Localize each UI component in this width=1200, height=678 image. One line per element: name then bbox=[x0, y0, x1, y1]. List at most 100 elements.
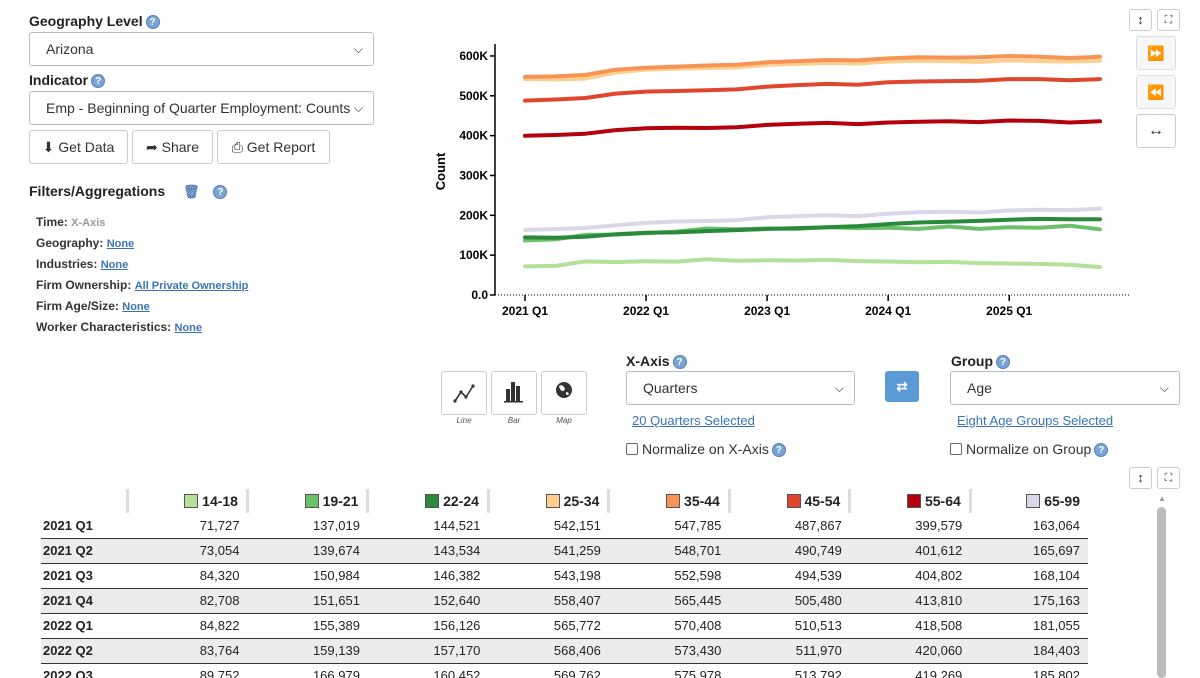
legend-swatch bbox=[425, 494, 440, 508]
x-tick-label: 2023 Q1 bbox=[744, 304, 790, 318]
resize-vertical-icon[interactable]: ↕ bbox=[1129, 467, 1152, 489]
quarters-selected-link[interactable]: 20 Quarters Selected bbox=[632, 413, 755, 428]
table-cell: 494,539 bbox=[729, 563, 850, 589]
group-label: Group? bbox=[951, 353, 1010, 370]
table-cell: 570,408 bbox=[608, 613, 730, 639]
map-button[interactable] bbox=[541, 371, 587, 415]
table-cell: 166,979 bbox=[247, 663, 368, 678]
filter-geography-label: Geography: bbox=[36, 236, 104, 250]
table-column-header[interactable]: 22-24 bbox=[366, 489, 489, 513]
help-icon[interactable]: ? bbox=[996, 355, 1010, 370]
table-cell: 181,055 bbox=[970, 613, 1088, 639]
group-select-value: Age bbox=[967, 380, 992, 396]
geography-select[interactable]: Arizona ⌵ bbox=[29, 32, 374, 66]
geography-select-value: Arizona bbox=[46, 41, 94, 57]
table-column-header[interactable]: 65-99 bbox=[968, 489, 1088, 513]
table-cell: 510,513 bbox=[729, 613, 850, 639]
table-cell: 548,701 bbox=[608, 538, 730, 564]
table-cell: 157,170 bbox=[367, 638, 489, 664]
fast-forward-icon[interactable]: ⏩ bbox=[1136, 36, 1176, 70]
table-cell: 568,406 bbox=[488, 638, 609, 664]
row-label: 2022 Q2 bbox=[41, 638, 127, 664]
table-column-header[interactable]: 19-21 bbox=[245, 489, 368, 513]
filter-geography-link[interactable]: None bbox=[106, 238, 135, 250]
checkbox-box[interactable] bbox=[950, 443, 962, 455]
line-chart-button[interactable] bbox=[441, 371, 487, 415]
resize-vertical-icon[interactable]: ↕ bbox=[1129, 9, 1152, 31]
table-cell: 175,163 bbox=[970, 588, 1088, 614]
table-column-header[interactable]: 35-44 bbox=[607, 489, 730, 513]
table-cell: 413,810 bbox=[849, 588, 971, 614]
globe-icon bbox=[556, 382, 572, 398]
filter-worker-characteristics-link[interactable]: None bbox=[174, 322, 203, 334]
table-row: 2022 Q2 83,764 159,139 157,170 568,406 573,43… bbox=[41, 638, 1088, 664]
help-icon[interactable]: ? bbox=[1094, 443, 1109, 458]
table-cell: 156,126 bbox=[367, 613, 489, 639]
bar-chart-button[interactable] bbox=[491, 371, 537, 415]
table-cell: 547,785 bbox=[608, 513, 730, 539]
table-row: 2021 Q2 73,054 139,674 143,534 541,259 548,70… bbox=[41, 538, 1088, 564]
column-header-label: 35-44 bbox=[684, 493, 720, 509]
table-cell: 144,521 bbox=[367, 513, 489, 539]
table-cell: 137,019 bbox=[247, 513, 368, 539]
help-icon[interactable]: ? bbox=[91, 74, 106, 89]
table-cell: 83,764 bbox=[127, 638, 248, 664]
help-icon[interactable]: ? bbox=[771, 443, 786, 458]
table-header-row: 14-18 19-21 22-24 25-34 35-44 45-54 55-64 65-99 bbox=[41, 489, 1088, 513]
normalize-group-checkbox[interactable]: Normalize on Group? bbox=[950, 441, 1109, 458]
fullscreen-icon[interactable]: ⛶ bbox=[1157, 9, 1180, 31]
share-label: Share bbox=[161, 139, 199, 155]
indicator-select[interactable]: Emp - Beginning of Quarter Employment: C… bbox=[29, 91, 374, 125]
normalize-xaxis-checkbox[interactable]: Normalize on X-Axis? bbox=[626, 441, 786, 458]
table-cell: 73,054 bbox=[127, 538, 248, 564]
print-icon: ⎙ bbox=[231, 139, 243, 155]
table-cell: 565,772 bbox=[488, 613, 609, 639]
filter-firm-ownership-label: Firm Ownership: bbox=[36, 278, 132, 292]
table-column-header[interactable]: 55-64 bbox=[848, 489, 971, 513]
table-cell: 399,579 bbox=[849, 513, 971, 539]
bar-chart-caption: Bar bbox=[507, 416, 521, 425]
table-cell: 185,802 bbox=[970, 663, 1088, 678]
rewind-icon[interactable]: ⏪ bbox=[1136, 75, 1176, 109]
y-tick-label: 300K bbox=[459, 168, 488, 182]
table-column-header[interactable]: 25-34 bbox=[486, 489, 609, 513]
help-icon[interactable]: ? bbox=[213, 185, 228, 200]
group-label-text: Group bbox=[951, 353, 993, 369]
xaxis-label-text: X-Axis bbox=[626, 353, 670, 369]
age-groups-selected-link[interactable]: Eight Age Groups Selected bbox=[957, 413, 1114, 428]
group-select[interactable]: Age ⌵ bbox=[950, 371, 1180, 405]
get-data-label: Get Data bbox=[58, 139, 115, 155]
scrollbar-thumb[interactable] bbox=[1157, 507, 1166, 678]
filter-time-label: Time: bbox=[36, 215, 68, 229]
get-data-button[interactable]: ⬇ Get Data bbox=[29, 130, 128, 164]
expand-horizontal-icon[interactable]: ↔ bbox=[1136, 114, 1176, 148]
table-cell: 168,104 bbox=[970, 563, 1088, 589]
filter-firm-age-size: Firm Age/Size: None bbox=[36, 296, 248, 317]
trash-icon[interactable]: 🗑 bbox=[183, 184, 200, 199]
table-cell: 152,640 bbox=[367, 588, 489, 614]
share-button[interactable]: ➦ Share bbox=[132, 130, 213, 164]
checkbox-box[interactable] bbox=[626, 443, 638, 455]
table-column-header[interactable]: 14-18 bbox=[125, 489, 248, 513]
filter-firm-age-size-link[interactable]: None bbox=[122, 301, 150, 313]
get-report-button[interactable]: ⎙ Get Report bbox=[217, 130, 330, 164]
series-line-25-34 bbox=[523, 58, 1102, 82]
table-column-header[interactable]: 45-54 bbox=[727, 489, 850, 513]
help-icon[interactable]: ? bbox=[145, 15, 160, 30]
scroll-up-arrow[interactable]: ▲ bbox=[1158, 494, 1166, 503]
xaxis-select[interactable]: Quarters ⌵ bbox=[626, 371, 855, 405]
row-label: 2021 Q4 bbox=[41, 588, 127, 614]
series-line-45-54 bbox=[523, 77, 1102, 103]
line-chart: 0.0 100K 200K 300K 400K 500K 600K Count 2021 Q1 2… bbox=[433, 44, 1130, 318]
swap-axes-button[interactable]: ⇄ bbox=[885, 371, 919, 402]
filter-industries-link[interactable]: None bbox=[100, 259, 129, 271]
filter-firm-ownership-link[interactable]: All Private Ownership bbox=[134, 280, 249, 292]
table-cell: 401,612 bbox=[849, 538, 971, 564]
legend-swatch bbox=[1026, 494, 1041, 508]
table-cell: 84,320 bbox=[127, 563, 248, 589]
fullscreen-icon[interactable]: ⛶ bbox=[1157, 467, 1180, 489]
get-report-label: Get Report bbox=[246, 139, 316, 155]
chevron-down-icon: ⌵ bbox=[1159, 381, 1169, 395]
help-icon[interactable]: ? bbox=[672, 355, 687, 370]
table-cell: 89,752 bbox=[127, 663, 248, 678]
